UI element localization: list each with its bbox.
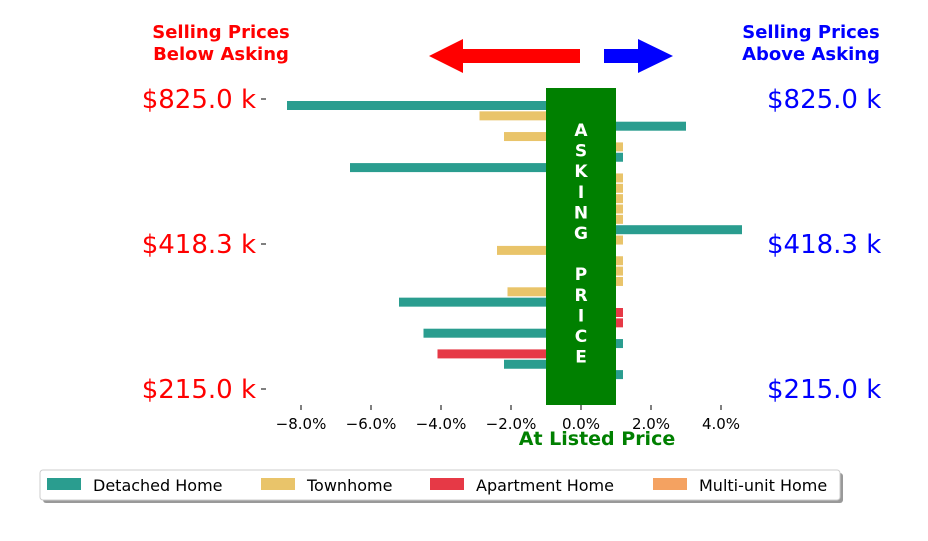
asking-price-letter: S <box>575 142 587 162</box>
legend-swatch <box>47 478 81 490</box>
legend-label: Townhome <box>306 476 392 495</box>
bar <box>497 245 581 255</box>
bar <box>287 101 581 110</box>
bars-group <box>287 101 742 380</box>
y-ticks-right: $825.0 k $418.3 k $215.0 k <box>767 85 881 405</box>
bar <box>479 111 581 121</box>
x-tick-label: −8.0% <box>276 415 327 433</box>
bar <box>504 359 581 369</box>
asking-price-letter: C <box>575 327 587 347</box>
left-header-line2: Below Asking <box>153 44 289 65</box>
above-arrow-head <box>638 39 673 73</box>
above-arrow-shaft <box>604 49 642 63</box>
asking-price-letter: I <box>578 183 584 203</box>
legend-items: Detached Home Townhome Apartment Home Multi… <box>47 476 827 495</box>
bar <box>581 225 742 235</box>
asking-price-letter: K <box>574 162 588 182</box>
bar <box>399 297 581 307</box>
y-tick-label-right: $215.0 k <box>767 375 881 405</box>
x-axis-label: At Listed Price <box>519 428 675 450</box>
x-axis: −8.0% −6.0% −4.0% −2.0% 0.0% 2.0% 4.0% <box>276 405 740 433</box>
asking-price-letter: R <box>574 286 587 306</box>
right-header-line2: Above Asking <box>742 44 880 65</box>
arrows <box>429 39 673 73</box>
y-tick-label-right: $418.3 k <box>767 230 881 260</box>
legend: Detached Home Townhome Apartment Home Multi… <box>39 469 843 503</box>
y-ticks-left: $825.0 k $418.3 k $215.0 k <box>142 85 266 405</box>
asking-price-letter: P <box>575 265 587 285</box>
x-tick-label: −6.0% <box>346 415 397 433</box>
x-tick-label: −4.0% <box>416 415 467 433</box>
y-tick-label-left: $418.3 k <box>142 230 256 260</box>
y-tick-label-left: $215.0 k <box>142 375 256 405</box>
y-tick-label-right: $825.0 k <box>767 85 881 115</box>
bar <box>423 328 581 338</box>
x-tick-label: 2.0% <box>632 415 670 433</box>
legend-swatch <box>261 478 295 490</box>
x-tick-label: 4.0% <box>702 415 740 433</box>
asking-price-band <box>546 88 616 405</box>
x-tick-label: −2.0% <box>486 415 537 433</box>
right-header-line1: Selling Prices <box>742 22 879 43</box>
left-header-line1: Selling Prices <box>152 22 289 43</box>
asking-price-letter: A <box>574 121 588 141</box>
y-tick-label-left: $825.0 k <box>142 85 256 115</box>
asking-price-letter: I <box>578 306 584 326</box>
legend-label: Multi-unit Home <box>699 476 827 495</box>
bar <box>437 349 581 359</box>
asking-price-letter: N <box>574 203 588 223</box>
bar <box>581 121 686 131</box>
asking-price-letter: E <box>575 348 587 368</box>
legend-label: Detached Home <box>93 476 223 495</box>
legend-label: Apartment Home <box>476 476 614 495</box>
below-arrow-shaft <box>462 49 580 63</box>
x-tick-label: 0.0% <box>562 415 600 433</box>
asking-price-letter: G <box>574 224 588 244</box>
legend-swatch <box>653 478 687 490</box>
legend-swatch <box>430 478 464 490</box>
bar <box>350 163 581 173</box>
bar <box>507 287 581 297</box>
bar <box>504 132 581 142</box>
below-arrow-head <box>429 39 463 73</box>
